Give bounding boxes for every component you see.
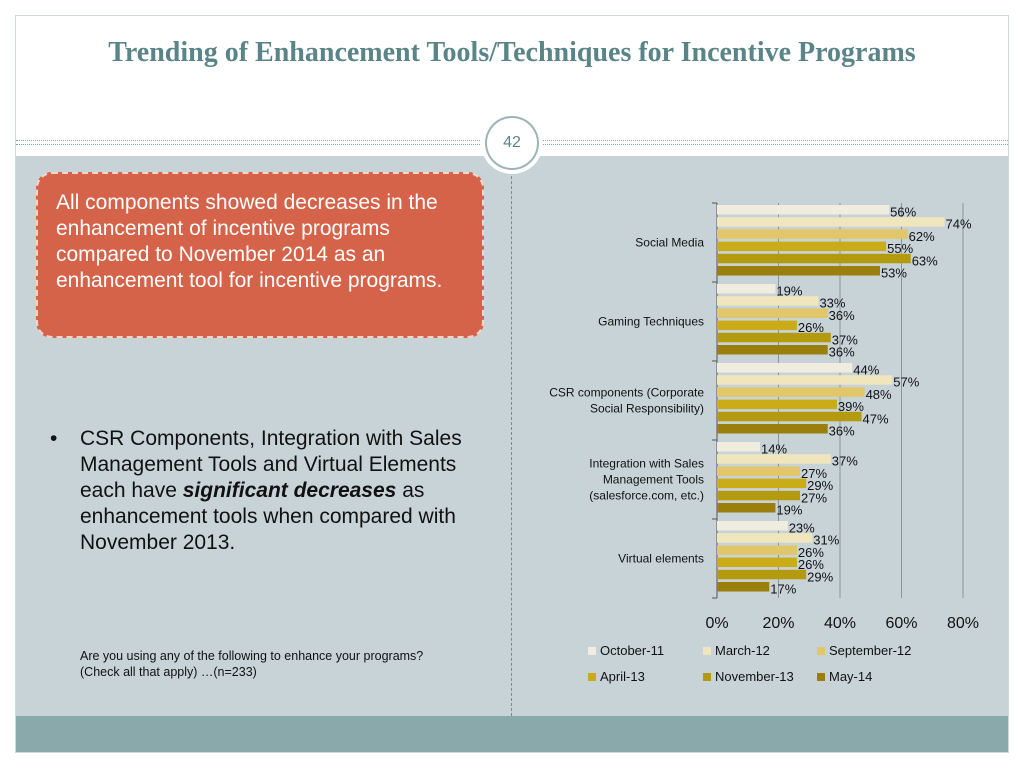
bullet-text-after: as enhancement tools when compared with …: [80, 479, 456, 554]
bar: [717, 466, 801, 476]
legend-label: September-12: [829, 643, 911, 658]
data-label: 33%: [819, 296, 845, 311]
x-tick-label: 0%: [705, 615, 728, 632]
data-label: 19%: [776, 284, 802, 299]
x-tick-label: 60%: [885, 615, 917, 632]
x-tick-label: 40%: [824, 615, 856, 632]
bullet-text: CSR Components, Integration with Sales M…: [80, 426, 470, 556]
bar: [717, 266, 880, 276]
data-label: 48%: [866, 387, 892, 402]
bar: [717, 229, 908, 239]
legend-label: April-13: [600, 669, 645, 684]
data-label: 36%: [829, 345, 855, 360]
legend-swatch: [588, 673, 596, 681]
data-label: 17%: [770, 582, 796, 597]
bar: [717, 241, 887, 252]
data-label: 63%: [912, 253, 938, 268]
bar: [717, 411, 862, 422]
bar: [717, 332, 831, 343]
bar: [717, 533, 813, 543]
category-label: Management Tools: [603, 473, 704, 487]
bar: [717, 399, 837, 410]
legend-swatch: [703, 647, 711, 655]
bar: [717, 545, 797, 555]
data-label: 29%: [807, 478, 833, 493]
x-tick-label: 80%: [947, 615, 979, 632]
legend-label: November-13: [715, 669, 794, 684]
data-label: 27%: [801, 490, 827, 505]
bullet-emphasis: significant decreases: [182, 479, 397, 502]
bar: [717, 253, 911, 264]
bullet-text-before: CSR Components, Integration with Sales M…: [80, 427, 462, 502]
bar: [717, 320, 797, 331]
page-number: 42: [503, 134, 521, 151]
data-label: 19%: [776, 503, 802, 518]
bar: [717, 557, 797, 568]
data-label: 29%: [807, 569, 833, 584]
bar: [717, 345, 828, 355]
data-label: 44%: [853, 363, 879, 378]
bar: [717, 582, 770, 592]
data-label: 36%: [829, 308, 855, 323]
callout-text: All components showed decreases in the e…: [56, 191, 443, 292]
data-label: 56%: [890, 205, 916, 220]
legend-swatch: [703, 673, 711, 681]
category-label: Social Media: [635, 236, 704, 250]
x-tick-label: 20%: [762, 615, 794, 632]
legend-swatch: [817, 673, 825, 681]
legend-swatch: [588, 647, 596, 655]
page-number-badge: 42: [487, 118, 537, 168]
data-label: 31%: [813, 533, 839, 548]
data-label: 47%: [863, 411, 889, 426]
data-label: 14%: [761, 442, 787, 457]
bar: [717, 503, 776, 513]
data-label: 26%: [798, 320, 824, 335]
bar: [717, 387, 865, 397]
category-label: Integration with Sales: [589, 457, 704, 471]
legend-label: March-12: [715, 643, 770, 658]
bar: [717, 424, 828, 434]
data-label: 26%: [798, 557, 824, 572]
data-label: 26%: [798, 545, 824, 560]
category-label: CSR components (Corporate: [549, 386, 704, 400]
bar: [717, 478, 807, 489]
bar: [717, 569, 807, 580]
data-label: 62%: [909, 229, 935, 244]
legend-swatch: [817, 647, 825, 655]
column-divider: [511, 156, 512, 716]
data-label: 36%: [829, 424, 855, 439]
slide-title: Trending of Enhancement Tools/Techniques…: [108, 37, 916, 68]
summary-callout: All components showed decreases in the e…: [36, 172, 484, 338]
data-label: 37%: [832, 454, 858, 469]
bar: [717, 217, 945, 227]
category-label: Virtual elements: [618, 552, 704, 566]
data-label: 23%: [789, 521, 815, 536]
category-label: Social Responsibility): [590, 402, 704, 416]
bar: [717, 521, 788, 531]
bar: [717, 284, 776, 294]
category-label: (salesforce.com, etc.): [589, 489, 704, 503]
bullet-marker: •: [50, 427, 58, 450]
data-label: 27%: [801, 466, 827, 481]
bar: [717, 296, 819, 306]
bar: [717, 308, 828, 318]
bar: [717, 375, 893, 385]
bar: [717, 363, 853, 373]
legend-label: October-11: [600, 643, 664, 658]
data-label: 39%: [838, 399, 864, 414]
data-label: 53%: [881, 266, 907, 281]
bar: [717, 205, 890, 215]
category-label: Gaming Techniques: [598, 315, 704, 329]
data-label: 57%: [893, 375, 919, 390]
footer-band: [16, 716, 1008, 752]
legend-label: May-14: [829, 669, 872, 684]
bar: [717, 454, 831, 464]
data-label: 55%: [887, 241, 913, 256]
data-label: 37%: [832, 332, 858, 347]
bar: [717, 490, 801, 501]
survey-question: Are you using any of the following to en…: [80, 649, 424, 679]
data-label: 74%: [946, 217, 972, 232]
bar: [717, 442, 761, 452]
